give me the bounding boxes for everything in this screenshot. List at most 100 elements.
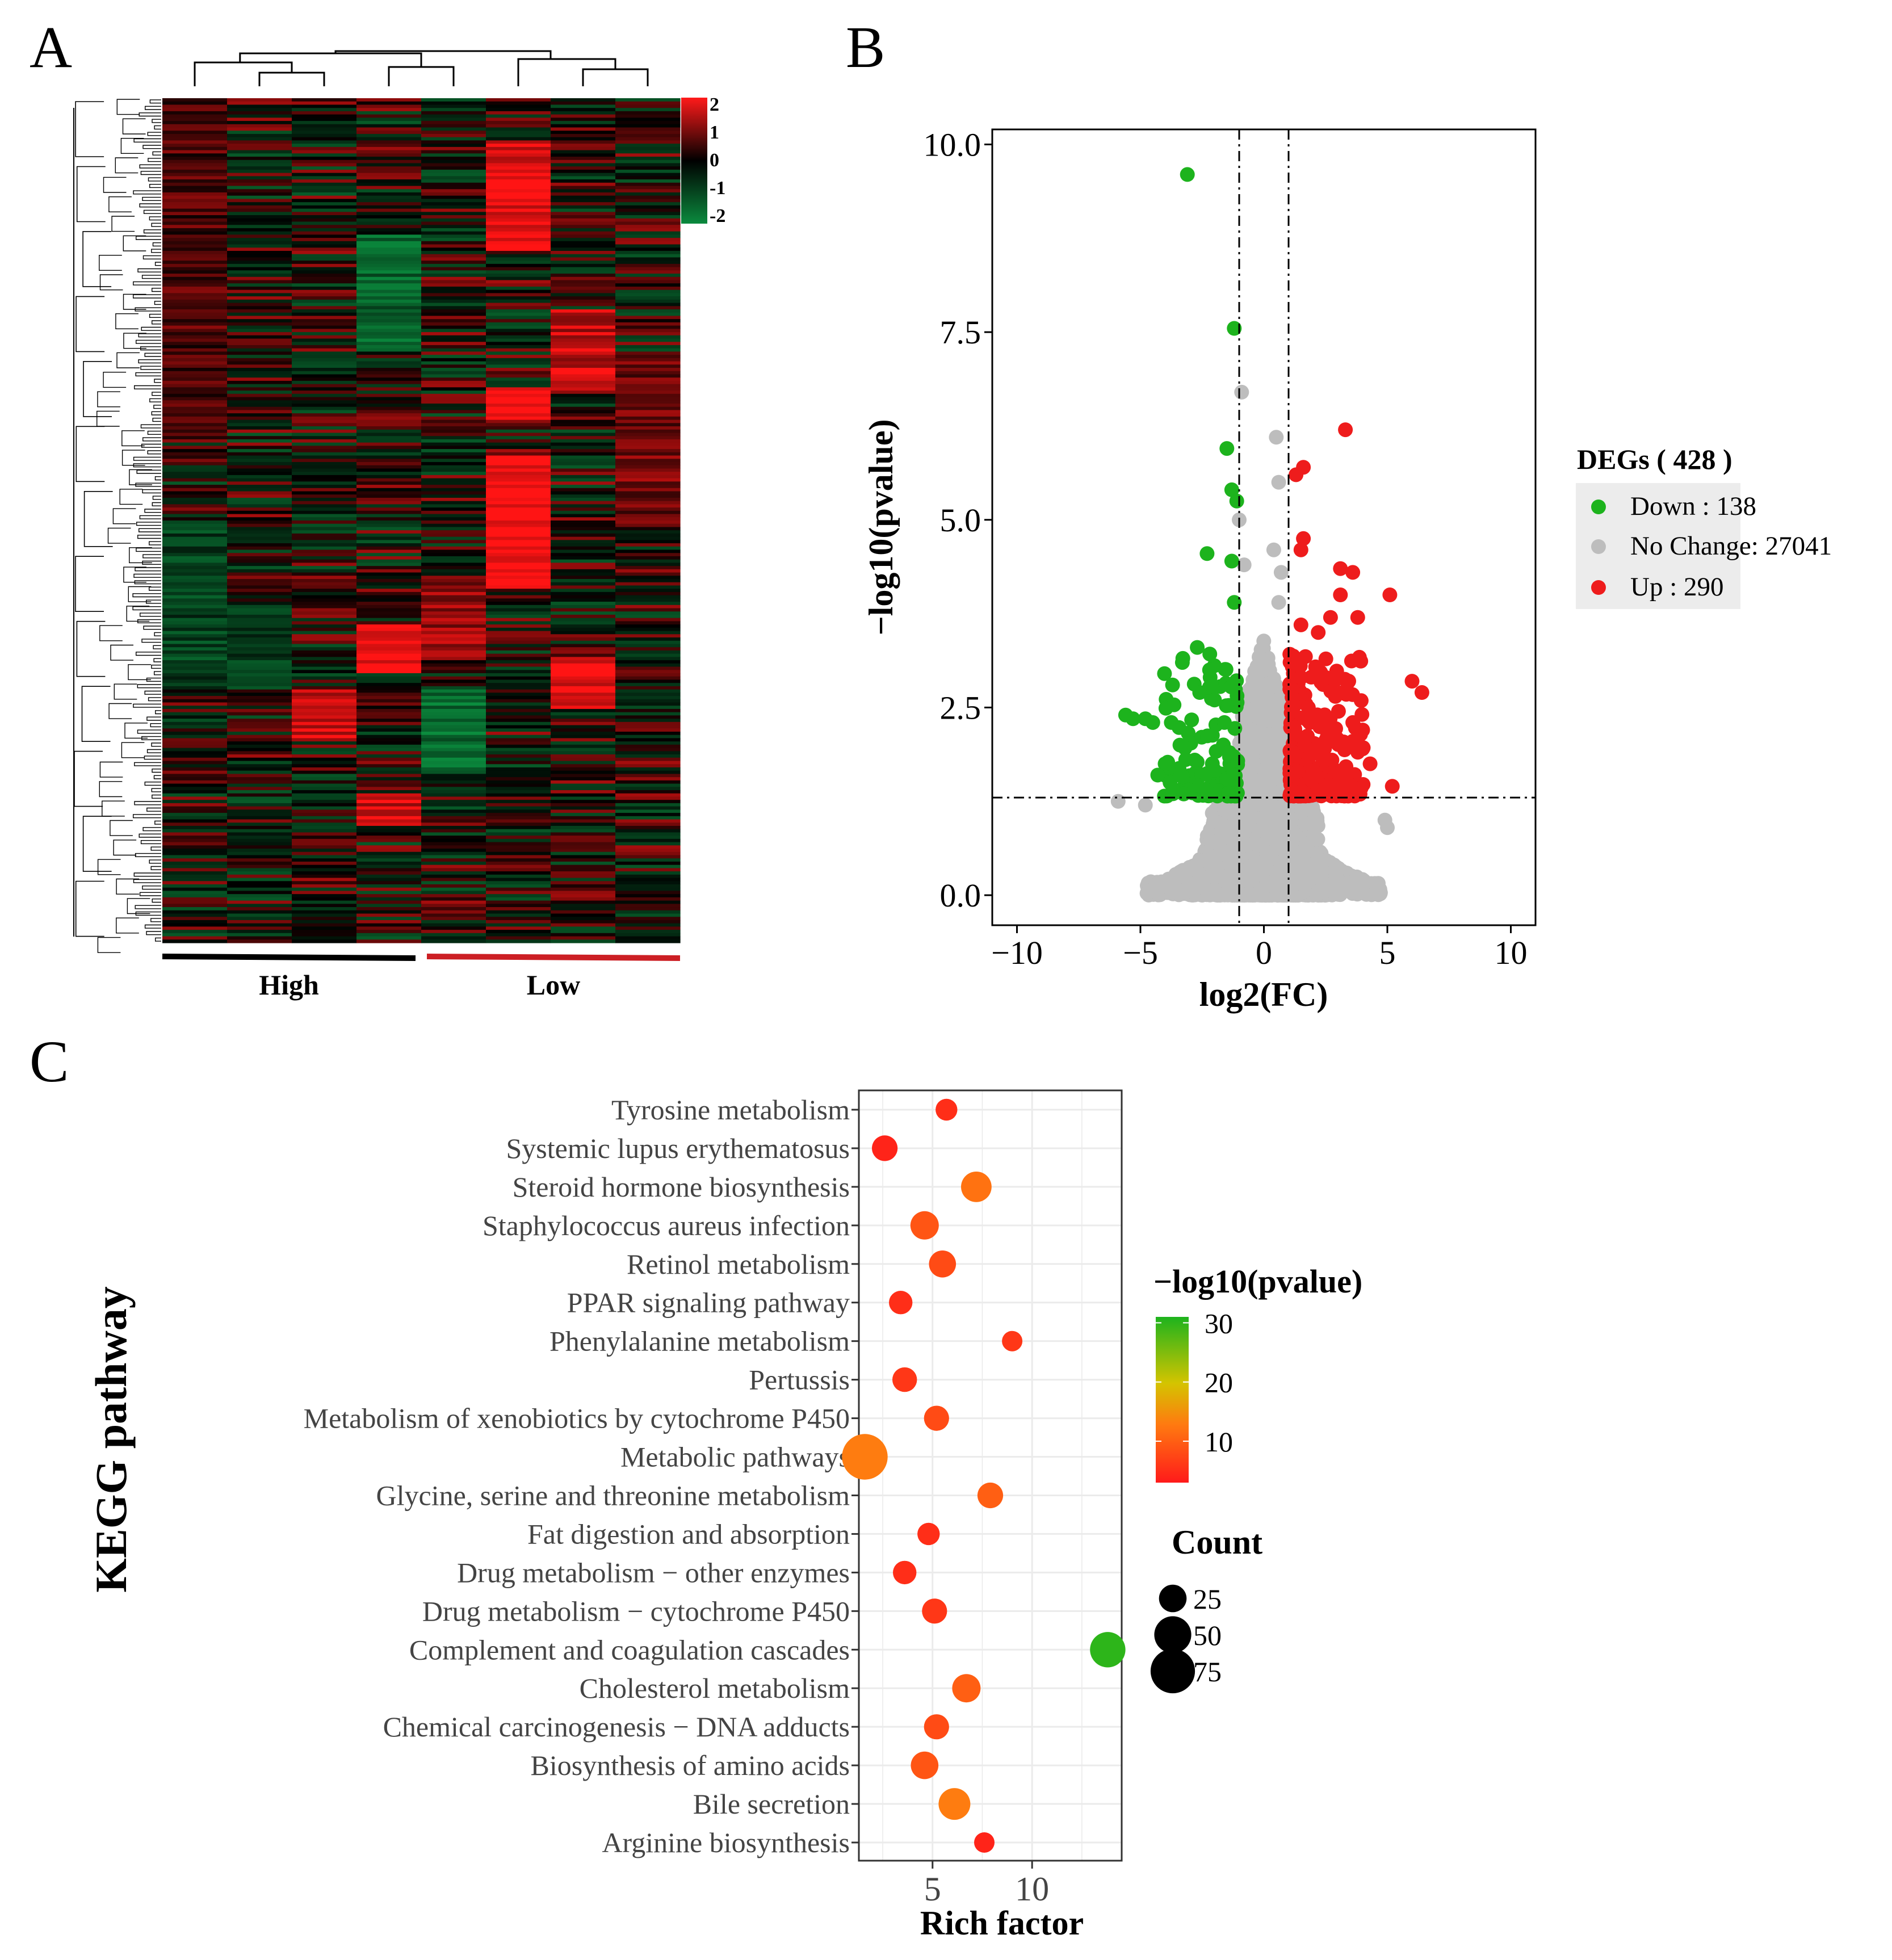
heatmap-cell [421, 241, 486, 245]
heatmap-cell [292, 563, 357, 566]
heatmap-cell [551, 257, 616, 261]
heatmap-cell [227, 465, 292, 469]
heatmap-cell [551, 533, 616, 538]
heatmap-cell [292, 936, 357, 940]
heatmap-cell [292, 205, 357, 209]
dendrogram-branch [128, 586, 152, 602]
heatmap-cell [615, 416, 681, 421]
heatmap-cell [421, 160, 486, 164]
heatmap-cell [615, 280, 681, 284]
heatmap-cell [551, 465, 616, 469]
heatmap-cell [486, 621, 551, 625]
heatmap-cell [227, 806, 292, 810]
heatmap-cell [292, 744, 357, 749]
heatmap-cell [162, 719, 228, 723]
dendrogram-branch [115, 157, 139, 174]
heatmap-cell [162, 926, 228, 930]
heatmap-cell [615, 614, 681, 619]
heatmap-cell [486, 436, 551, 440]
heatmap-cell [421, 478, 486, 482]
heatmap-cell [227, 108, 292, 112]
heatmap-cell [227, 494, 292, 498]
heatmap-cell [292, 199, 357, 203]
heatmap-cell [356, 335, 422, 339]
heatmap-cell [486, 267, 551, 271]
heatmap-cell [162, 774, 228, 778]
heatmap-cell [292, 329, 357, 333]
heatmap-cell [615, 358, 681, 362]
heatmap-cell [356, 446, 422, 450]
heatmap-cell [551, 157, 616, 161]
heatmap-cell [486, 787, 551, 791]
heatmap-colorbar-gradient [681, 98, 707, 224]
heatmap-cell [421, 131, 486, 135]
heatmap-cell [356, 663, 422, 668]
heatmap-cell [292, 504, 357, 508]
heatmap-cell [292, 800, 357, 804]
heatmap-cell [615, 751, 681, 755]
heatmap-cell [551, 530, 616, 534]
heatmap-cell [486, 517, 551, 521]
heatmap-cell [615, 692, 681, 696]
heatmap-cell [615, 767, 681, 771]
dendrogram-branch [150, 918, 161, 922]
heatmap-cell [227, 836, 292, 840]
heatmap-cell [162, 800, 228, 804]
heatmap-cell [421, 393, 486, 398]
heatmap-cell [162, 637, 228, 641]
heatmap-cell [162, 345, 228, 349]
heatmap-cell [227, 657, 292, 661]
heatmap-cell [356, 397, 422, 401]
heatmap-cell [356, 930, 422, 934]
heatmap-cell [551, 751, 616, 755]
heatmap-cell [356, 926, 422, 930]
heatmap-cell [356, 517, 422, 521]
dendrogram-branch [146, 749, 161, 753]
heatmap-cell [421, 261, 486, 265]
heatmap-cell [227, 238, 292, 242]
heatmap-group-bar [426, 954, 681, 961]
heatmap-cell [356, 263, 422, 268]
heatmap-cell [356, 692, 422, 696]
heatmap-cell [162, 907, 228, 911]
heatmap-cell [615, 748, 681, 752]
heatmap-cell [615, 878, 681, 882]
heatmap-cell [162, 117, 228, 121]
heatmap-cell [421, 166, 486, 170]
dendrogram-branch [142, 145, 161, 149]
heatmap-cell [227, 144, 292, 148]
heatmap-cell [162, 127, 228, 131]
heatmap-cell [162, 618, 228, 622]
heatmap-cell [486, 296, 551, 300]
heatmap-cell [551, 517, 616, 521]
dendrogram-branch [154, 125, 161, 130]
heatmap-cell [227, 819, 292, 823]
heatmap-cell [421, 728, 486, 732]
heatmap-cell [615, 263, 681, 268]
heatmap-cell [615, 179, 681, 183]
heatmap-cell [551, 494, 616, 498]
heatmap-cell [486, 244, 551, 248]
heatmap-cell [486, 182, 551, 187]
heatmap-cell [162, 540, 228, 544]
heatmap-cell [356, 131, 422, 135]
heatmap-cell [551, 589, 616, 593]
heatmap-cell [486, 410, 551, 414]
heatmap-cell [227, 563, 292, 566]
dendrogram-branch [108, 703, 132, 719]
heatmap-cell [486, 845, 551, 849]
heatmap-cell [421, 309, 486, 313]
heatmap-cell [162, 657, 228, 661]
heatmap-cell [486, 563, 551, 566]
heatmap-cell [162, 634, 228, 638]
heatmap-cell [227, 459, 292, 463]
heatmap-cell [615, 913, 681, 917]
heatmap-cell [486, 257, 551, 261]
heatmap-cell [486, 543, 551, 547]
heatmap-cell [162, 393, 228, 398]
heatmap-cell [615, 699, 681, 703]
heatmap-cell [615, 140, 681, 144]
heatmap-cell [162, 416, 228, 421]
heatmap-cell [356, 614, 422, 619]
heatmap-cell [615, 250, 681, 255]
